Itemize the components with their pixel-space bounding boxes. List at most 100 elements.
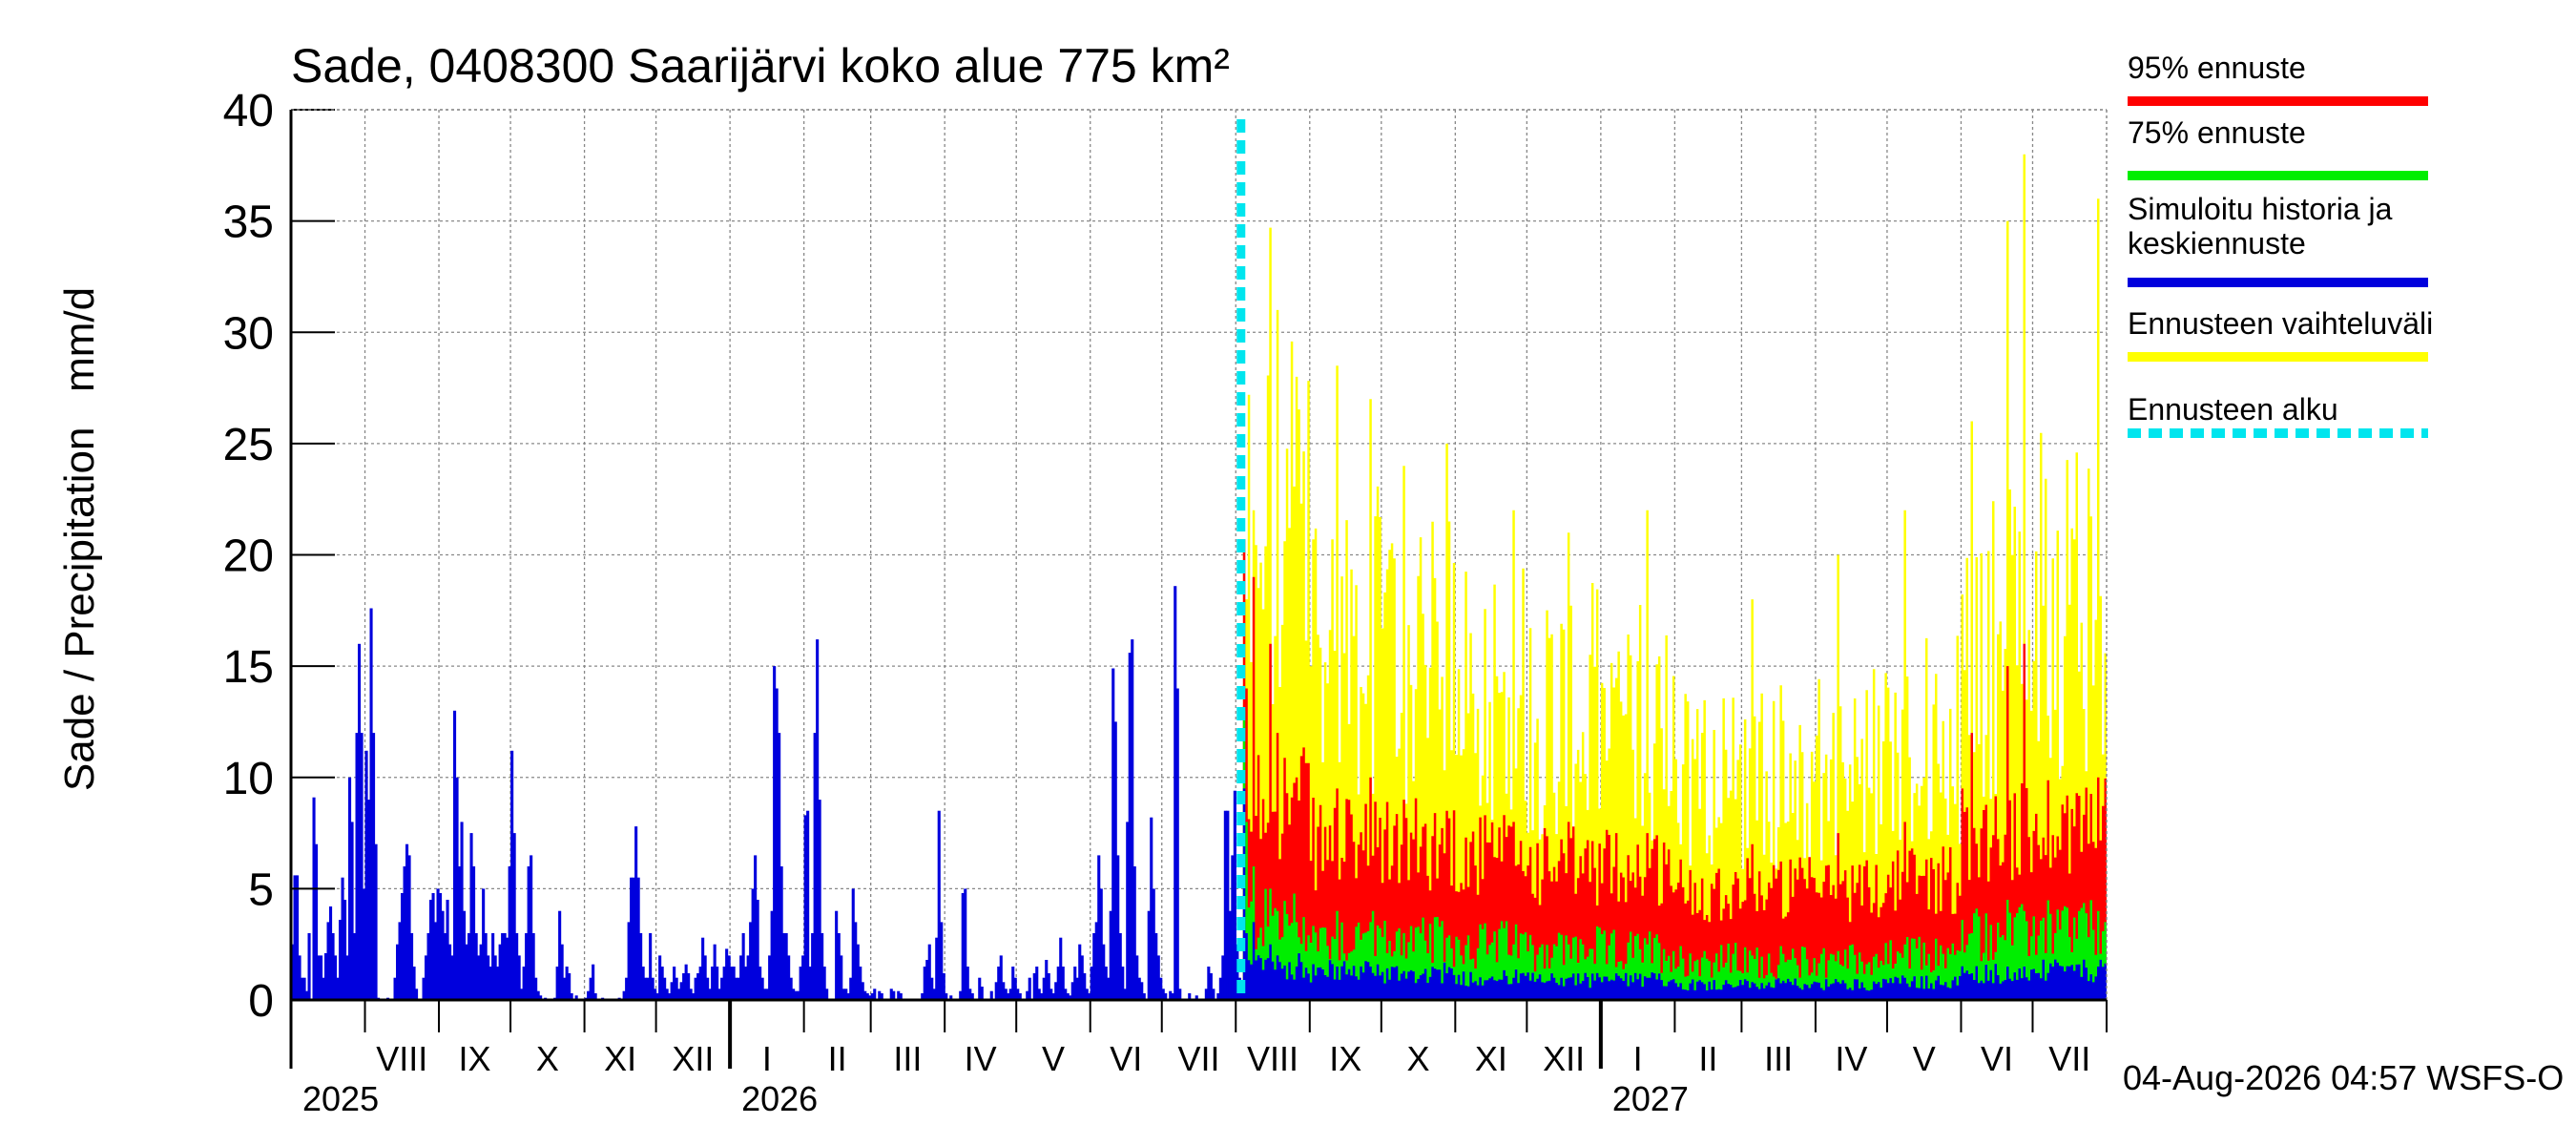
- x-month-label: II: [1698, 1039, 1717, 1078]
- history-bar: [527, 866, 530, 1000]
- history-bar: [320, 955, 323, 1000]
- x-month-label: III: [893, 1039, 922, 1078]
- history-bar: [713, 944, 717, 1000]
- history-bar: [816, 639, 820, 1000]
- history-bar: [1142, 993, 1146, 1000]
- history-bar: [725, 948, 729, 1000]
- history-bar: [701, 937, 705, 1000]
- history-bar: [763, 989, 767, 1000]
- history-bar: [751, 888, 755, 1000]
- history-bar: [291, 944, 295, 1000]
- history-bar: [1075, 977, 1079, 1000]
- history-bar: [496, 967, 500, 1000]
- history-bar: [1090, 967, 1093, 1000]
- history-bar: [679, 982, 683, 1000]
- history-bar: [412, 967, 416, 1000]
- history-bar: [1174, 586, 1177, 1000]
- history-bar: [1116, 855, 1120, 1000]
- y-tick-label: 5: [248, 864, 274, 915]
- history-bar: [448, 944, 452, 1000]
- history-bar: [1159, 977, 1163, 1000]
- history-bar: [345, 955, 349, 1000]
- history-bar: [525, 933, 529, 1000]
- history-bar: [536, 990, 540, 1000]
- history-bar: [668, 993, 672, 1000]
- history-bar: [636, 877, 640, 1000]
- history-bar: [1128, 653, 1132, 1000]
- history-bar: [1107, 977, 1111, 1000]
- history-bar: [959, 990, 963, 1000]
- history-bar: [706, 977, 710, 1000]
- legend: 95% ennuste 75% ennuste Simuloitu historia…: [2128, 51, 2433, 438]
- history-bar: [574, 995, 578, 1000]
- history-bar: [732, 967, 736, 1000]
- legend-label: 75% ennuste: [2128, 115, 2306, 150]
- history-bar: [1094, 922, 1098, 1000]
- history-bar: [1026, 990, 1029, 1000]
- history-bar: [644, 977, 648, 1000]
- history-bar: [739, 955, 743, 1000]
- history-bar: [1073, 967, 1077, 1000]
- history-bar: [1092, 933, 1096, 1000]
- history-bar: [921, 993, 924, 1000]
- history-bar: [393, 977, 397, 1000]
- history-bar: [315, 843, 319, 1000]
- history-bar: [587, 990, 591, 1000]
- history-bar: [1164, 993, 1168, 1000]
- history-bar: [797, 990, 800, 1000]
- history-bar: [625, 977, 629, 1000]
- history-bar: [593, 993, 597, 1000]
- history-bar: [1085, 989, 1089, 1000]
- x-year-label: 2026: [741, 1079, 818, 1118]
- history-bar: [301, 977, 304, 1000]
- history-bar: [512, 833, 516, 1000]
- x-month-label: IV: [1835, 1039, 1867, 1078]
- history-bar: [469, 833, 473, 1000]
- forecast-range-band: [1242, 154, 2107, 1000]
- history-bar: [937, 810, 941, 1000]
- history-bar: [563, 977, 567, 1000]
- history-bar: [339, 920, 343, 1000]
- history-bar: [980, 987, 984, 1000]
- history-bar: [1004, 989, 1008, 1000]
- history-bar: [1233, 790, 1236, 1000]
- history-bar: [431, 893, 435, 1000]
- history-bar: [822, 967, 826, 1000]
- history-bar: [741, 933, 745, 1000]
- history-bar: [682, 973, 686, 1000]
- history-bar: [1051, 993, 1055, 1000]
- history-bar: [1209, 973, 1213, 1000]
- history-bar: [506, 937, 509, 1000]
- history-bar: [784, 933, 788, 1000]
- history-bar: [1109, 910, 1112, 1000]
- history-bar: [803, 815, 807, 1000]
- history-bar: [927, 944, 931, 1000]
- history-bar: [897, 990, 901, 1000]
- history-bar: [436, 888, 440, 1000]
- history-bar: [482, 888, 486, 1000]
- history-bar: [949, 995, 953, 1000]
- history-bar: [1011, 967, 1015, 1000]
- x-month-label: VI: [1981, 1039, 2013, 1078]
- history-bar: [558, 910, 562, 1000]
- history-bar: [348, 777, 352, 1001]
- history-bar: [825, 989, 829, 1000]
- history-bar: [444, 933, 447, 1000]
- history-bar: [324, 953, 328, 1000]
- history-bar: [789, 977, 793, 1000]
- history-bar: [720, 977, 724, 1000]
- history-bar: [735, 977, 738, 1000]
- history-bar: [1147, 910, 1151, 1000]
- history-bar: [407, 855, 411, 1000]
- history-bar: [441, 910, 445, 1000]
- history-bar: [818, 800, 821, 1000]
- history-bar: [754, 855, 758, 1000]
- legend-label: 95% ennuste: [2128, 51, 2306, 85]
- history-bar: [450, 955, 454, 1000]
- history-bar: [426, 933, 430, 1000]
- history-bar: [353, 933, 357, 1000]
- history-bar: [293, 875, 297, 1000]
- history-bar: [372, 733, 376, 1000]
